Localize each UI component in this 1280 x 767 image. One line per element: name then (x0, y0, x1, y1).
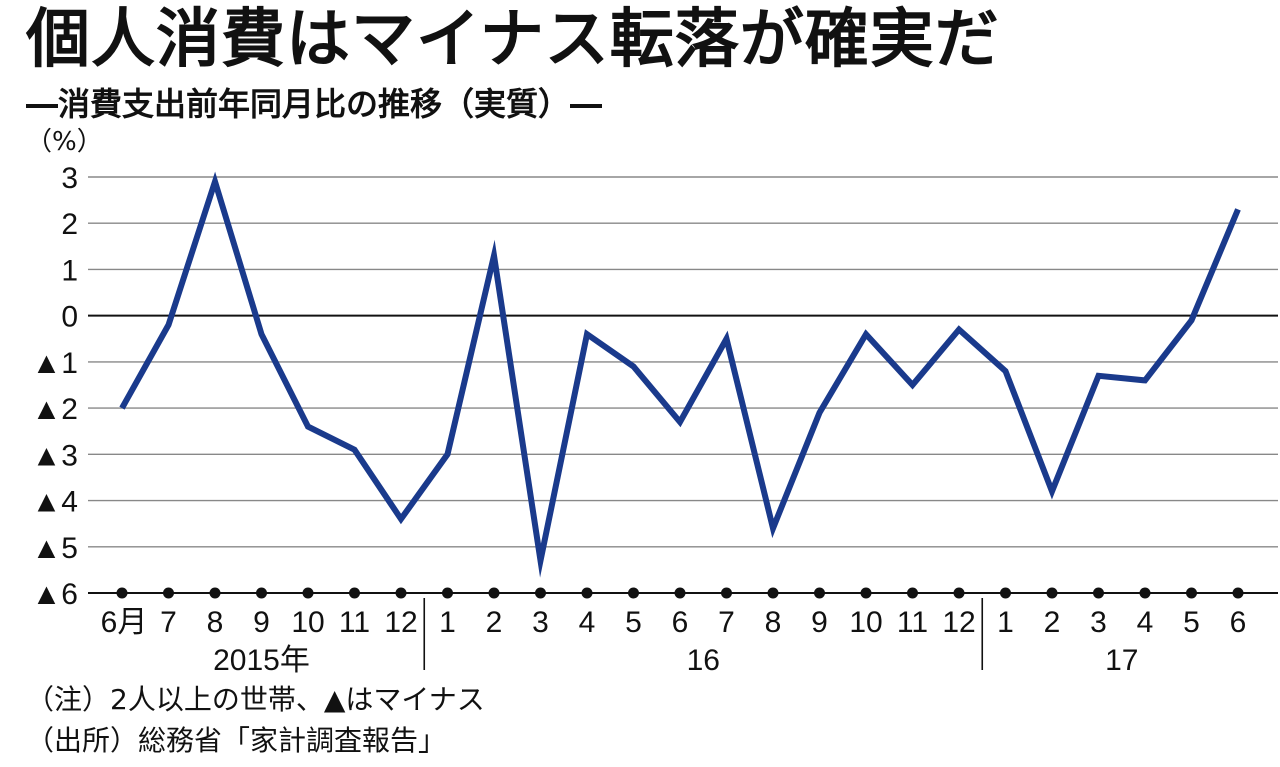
x-tick-label: 5 (1183, 606, 1200, 639)
y-tick-label: ▲6 (32, 578, 78, 611)
x-tick-label: 2 (1044, 606, 1061, 639)
y-tick-label: 0 (61, 301, 78, 334)
axis-marker (535, 587, 546, 599)
axis-marker (1186, 587, 1197, 599)
axis-marker (953, 587, 965, 599)
data-point (864, 332, 868, 336)
footnote: （注）2人以上の世帯、▲はマイナス (26, 683, 485, 716)
axis-marker (488, 587, 500, 599)
year-label: 16 (687, 644, 720, 677)
data-point (678, 420, 682, 424)
x-tick-label: 6 (1230, 606, 1247, 639)
x-tick-label: 4 (1137, 606, 1154, 639)
x-tick-label: 8 (765, 606, 782, 639)
data-point (213, 180, 217, 184)
data-point (1236, 207, 1240, 211)
data-point (492, 254, 496, 258)
x-tick-label: 9 (253, 606, 270, 639)
data-point (725, 337, 729, 341)
x-tick-label: 9 (811, 606, 828, 639)
axis-marker (442, 587, 453, 599)
x-tick-label: 5 (625, 606, 642, 639)
data-point (1190, 318, 1194, 322)
data-point (539, 559, 543, 563)
source-note: （出所）総務省「家計調査報告」 (26, 724, 447, 757)
axis-marker (163, 587, 174, 599)
y-unit-label: （%） (26, 127, 103, 157)
x-tick-label: 2 (486, 606, 503, 639)
axis-marker (1000, 587, 1011, 599)
y-tick-label: ▲5 (32, 532, 78, 565)
axis-marker (116, 587, 128, 599)
axis-marker (907, 587, 918, 599)
y-tick-label: ▲1 (32, 347, 78, 380)
data-point (585, 332, 589, 336)
year-label: 17 (1105, 644, 1138, 677)
x-tick-label: 11 (339, 606, 370, 639)
y-tick-label: 2 (61, 208, 78, 241)
data-point (1050, 489, 1054, 493)
axis-marker (302, 587, 314, 599)
y-tick-label: ▲2 (32, 393, 78, 426)
x-tick-label: 4 (579, 606, 596, 639)
axis-marker (1093, 587, 1104, 599)
data-point (911, 383, 915, 387)
data-point (1097, 374, 1101, 378)
axis-marker (209, 587, 221, 599)
x-tick-label: 8 (207, 606, 224, 639)
data-point (306, 425, 310, 429)
x-tick-label: 7 (160, 606, 177, 639)
data-point (167, 323, 171, 327)
axis-marker (581, 587, 593, 599)
data-point (1004, 369, 1008, 373)
x-tick-label: 1 (997, 606, 1014, 639)
axis-marker (628, 587, 639, 599)
x-tick-label: 10 (849, 606, 882, 639)
y-tick-label: 1 (61, 254, 78, 287)
axis-marker (860, 587, 872, 599)
axis-marker (674, 587, 686, 599)
x-tick-label: 12 (942, 606, 975, 639)
axis-marker (767, 587, 779, 599)
y-tick-label: ▲4 (32, 486, 78, 519)
chart-title: 個人消費はマイナス転落が確実だ (26, 3, 1000, 77)
data-point (260, 332, 264, 336)
data-point (1143, 378, 1147, 382)
x-tick-label: 3 (532, 606, 549, 639)
x-tick-label: 7 (718, 606, 735, 639)
data-point (818, 411, 822, 415)
axis-marker (256, 587, 267, 599)
axis-marker (721, 587, 732, 599)
x-tick-label: 1 (439, 606, 456, 639)
data-point (353, 448, 357, 452)
data-point (632, 365, 636, 369)
axis-marker (349, 587, 360, 599)
data-point (771, 526, 775, 530)
series-line (119, 171, 1241, 578)
axis-marker (1232, 587, 1244, 599)
data-point (399, 517, 403, 521)
y-tick-label: 3 (61, 162, 78, 195)
x-tick-label: 10 (291, 606, 324, 639)
data-point (957, 328, 961, 332)
chart-subtitle: ―消費支出前年同月比の推移（実質）― (26, 85, 603, 123)
axis-marker (395, 587, 407, 599)
year-label: 2015年 (213, 644, 310, 677)
axis-marker (1139, 587, 1151, 599)
axis-marker (1046, 587, 1058, 599)
x-tick-label: 12 (384, 606, 417, 639)
data-point (446, 452, 450, 456)
x-tick-label: 6月 (101, 606, 148, 639)
axis-marker (814, 587, 825, 599)
x-tick-label: 6 (672, 606, 689, 639)
y-tick-label: ▲3 (32, 439, 78, 472)
x-tick-label: 3 (1090, 606, 1107, 639)
data-point (120, 406, 124, 410)
x-tick-label: 11 (897, 606, 928, 639)
